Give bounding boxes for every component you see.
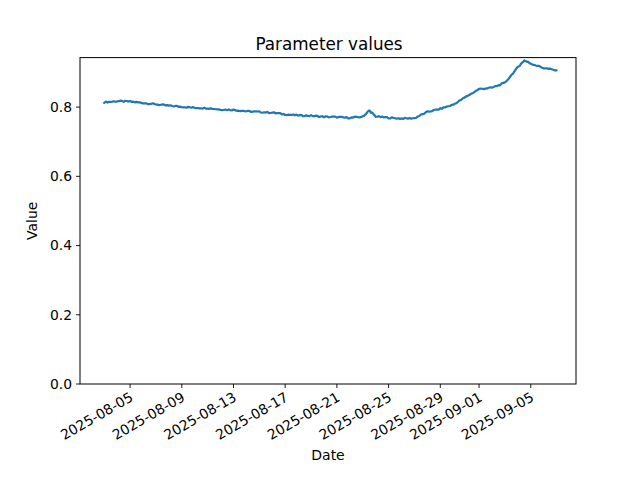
data-line — [104, 60, 556, 119]
line-chart: 0.00.20.40.60.82025-08-052025-08-092025-… — [0, 0, 640, 480]
chart-title: Parameter values — [255, 34, 402, 54]
y-tick-label: 0.8 — [50, 99, 72, 115]
y-tick-label: 0.0 — [50, 376, 72, 392]
x-axis-label: Date — [311, 447, 344, 463]
y-axis-label: Value — [24, 202, 40, 240]
y-tick-label: 0.4 — [50, 237, 72, 253]
y-tick-label: 0.6 — [50, 168, 72, 184]
y-tick-label: 0.2 — [50, 307, 72, 323]
matplotlib-figure: 0.00.20.40.60.82025-08-052025-08-092025-… — [0, 0, 640, 480]
chart-generated-content: 0.00.20.40.60.82025-08-052025-08-092025-… — [50, 58, 576, 443]
plot-border — [80, 58, 576, 384]
